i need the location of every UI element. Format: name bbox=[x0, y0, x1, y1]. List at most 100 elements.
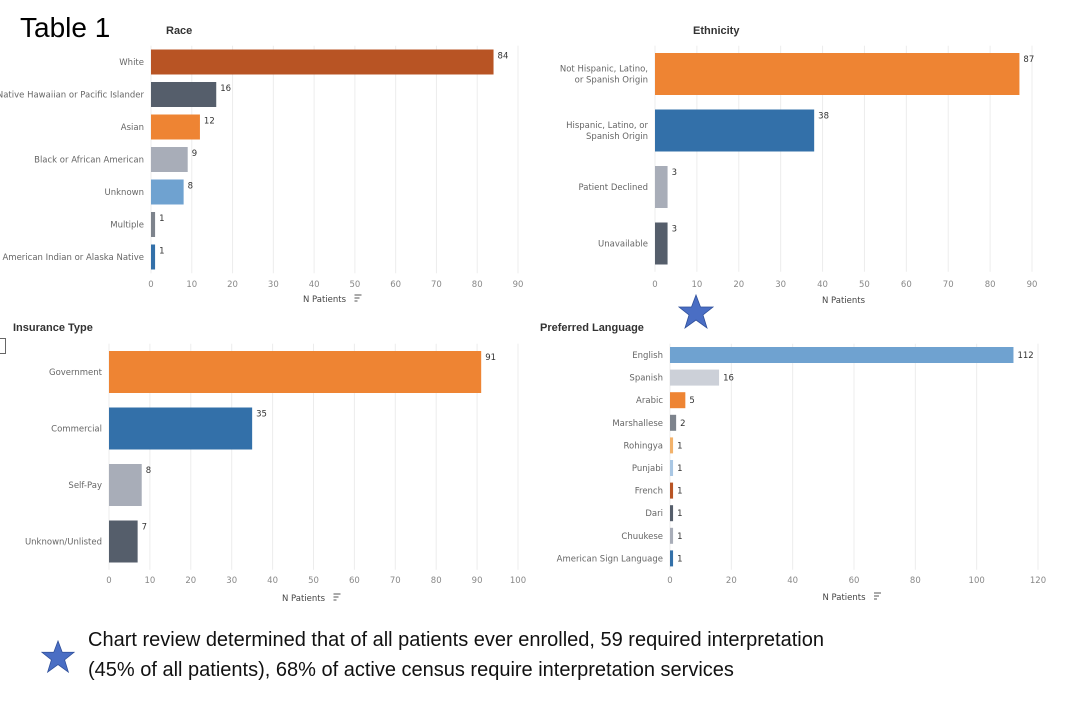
language-bar[interactable] bbox=[670, 460, 674, 476]
ethnicity-tick-label: 60 bbox=[901, 280, 912, 290]
language-category-label: Spanish bbox=[629, 374, 663, 384]
race-category-label: American Indian or Alaska Native bbox=[2, 253, 144, 263]
race-bar[interactable] bbox=[151, 82, 217, 107]
language-bar[interactable] bbox=[670, 437, 674, 454]
language-tick-label: 120 bbox=[1030, 576, 1046, 586]
insurance-value-label: 7 bbox=[142, 523, 147, 533]
race-category-label: Native Hawaiian or Pacific Islander bbox=[0, 91, 144, 101]
ethnicity-value-label: 38 bbox=[818, 112, 829, 122]
language-bar[interactable] bbox=[670, 482, 674, 499]
ethnicity-tick-label: 40 bbox=[817, 280, 828, 290]
ethnicity-tick-label: 10 bbox=[691, 280, 702, 290]
star-icon bbox=[678, 294, 714, 330]
ethnicity-tick-label: 90 bbox=[1027, 280, 1038, 290]
language-bar[interactable] bbox=[670, 414, 677, 431]
insurance-tick-label: 30 bbox=[226, 576, 237, 586]
language-category-label: Marshallese bbox=[612, 419, 663, 429]
insurance-category-label: Commercial bbox=[51, 425, 102, 435]
language-value-label: 1 bbox=[677, 554, 682, 564]
race-tick-label: 40 bbox=[309, 280, 320, 290]
race-bar[interactable] bbox=[151, 49, 494, 75]
language-category-label: Rohingya bbox=[624, 441, 664, 451]
footnote-line-2: (45% of all patients), 68% of active cen… bbox=[88, 659, 734, 681]
ethnicity-chart-title: Ethnicity bbox=[693, 25, 740, 37]
insurance-bar[interactable] bbox=[109, 351, 482, 393]
ethnicity-bar[interactable] bbox=[655, 53, 1020, 95]
ethnicity-tick-label: 70 bbox=[943, 280, 954, 290]
panel-edge-marker bbox=[0, 338, 6, 354]
race-tick-label: 80 bbox=[472, 280, 483, 290]
race-value-label: 1 bbox=[159, 214, 164, 224]
language-bar[interactable] bbox=[670, 550, 674, 567]
sort-icon[interactable] bbox=[874, 592, 881, 600]
race-bar[interactable] bbox=[151, 147, 188, 172]
race-tick-label: 50 bbox=[349, 280, 360, 290]
language-x-axis-title: N Patients bbox=[822, 593, 866, 603]
language-value-label: 1 bbox=[677, 464, 682, 474]
language-bar[interactable] bbox=[670, 505, 674, 522]
ethnicity-bar[interactable] bbox=[655, 222, 668, 265]
language-category-label: French bbox=[635, 487, 663, 497]
race-chart-title: Race bbox=[166, 25, 193, 37]
race-tick-label: 30 bbox=[268, 280, 279, 290]
race-bar[interactable] bbox=[151, 114, 200, 140]
language-bar[interactable] bbox=[670, 527, 674, 544]
race-bar[interactable] bbox=[151, 244, 156, 270]
insurance-tick-label: 50 bbox=[308, 576, 319, 586]
language-value-label: 1 bbox=[677, 487, 682, 497]
race-value-label: 8 bbox=[188, 182, 193, 192]
sort-icon[interactable] bbox=[354, 294, 362, 302]
language-value-label: 112 bbox=[1017, 351, 1033, 361]
race-bar[interactable] bbox=[151, 179, 184, 205]
insurance-chart: 0 10 20 30 40 50 60 70 80 90 100 Government 91 Commer… bbox=[25, 343, 526, 604]
insurance-tick-label: 20 bbox=[185, 576, 196, 586]
insurance-category-label: Unknown/Unlisted bbox=[25, 538, 102, 548]
insurance-category-label: Self-Pay bbox=[68, 481, 102, 491]
race-value-label: 84 bbox=[498, 52, 509, 62]
insurance-tick-label: 60 bbox=[349, 576, 360, 586]
ethnicity-category-label: Patient Declined bbox=[579, 183, 648, 193]
language-category-label: English bbox=[632, 351, 663, 361]
insurance-bar[interactable] bbox=[109, 464, 142, 506]
insurance-tick-label: 10 bbox=[144, 576, 155, 586]
insurance-value-label: 8 bbox=[146, 466, 151, 476]
race-tick-label: 0 bbox=[148, 280, 153, 290]
insurance-value-label: 35 bbox=[256, 410, 267, 420]
ethnicity-value-label: 3 bbox=[672, 168, 677, 178]
language-value-label: 16 bbox=[723, 374, 734, 384]
race-value-label: 16 bbox=[220, 84, 231, 94]
language-bar[interactable] bbox=[670, 369, 720, 386]
race-value-label: 1 bbox=[159, 247, 164, 257]
language-value-label: 2 bbox=[680, 419, 685, 429]
star-icon bbox=[41, 640, 75, 674]
race-tick-label: 70 bbox=[431, 280, 442, 290]
insurance-tick-label: 70 bbox=[390, 576, 401, 586]
language-chart-title: Preferred Language bbox=[540, 322, 644, 334]
race-value-label: 9 bbox=[192, 149, 197, 159]
race-tick-label: 20 bbox=[227, 280, 238, 290]
ethnicity-tick-label: 0 bbox=[652, 280, 657, 290]
insurance-bar[interactable] bbox=[109, 520, 138, 563]
page-title: Table 1 bbox=[20, 12, 111, 43]
ethnicity-value-label: 87 bbox=[1023, 55, 1034, 65]
language-bar[interactable] bbox=[670, 347, 1014, 363]
sort-icon[interactable] bbox=[333, 593, 341, 601]
insurance-bar[interactable] bbox=[109, 407, 253, 450]
insurance-tick-label: 80 bbox=[431, 576, 442, 586]
footnote-line-1: Chart review determined that of all pati… bbox=[88, 629, 824, 651]
ethnicity-bar[interactable] bbox=[655, 166, 668, 208]
race-tick-label: 90 bbox=[513, 280, 524, 290]
race-bar[interactable] bbox=[151, 212, 156, 237]
language-value-label: 5 bbox=[689, 396, 694, 406]
ethnicity-value-label: 3 bbox=[672, 225, 677, 235]
language-bar[interactable] bbox=[670, 392, 686, 409]
ethnicity-tick-label: 30 bbox=[775, 280, 786, 290]
ethnicity-bar[interactable] bbox=[655, 109, 815, 152]
ethnicity-tick-label: 20 bbox=[733, 280, 744, 290]
race-category-label: White bbox=[119, 58, 144, 68]
ethnicity-category-label: Hispanic, Latino, or Spanish Origin bbox=[566, 121, 648, 142]
language-tick-label: 60 bbox=[849, 576, 860, 586]
ethnicity-category-label: Not Hispanic, Latino, or Spanish Origin bbox=[560, 65, 648, 86]
